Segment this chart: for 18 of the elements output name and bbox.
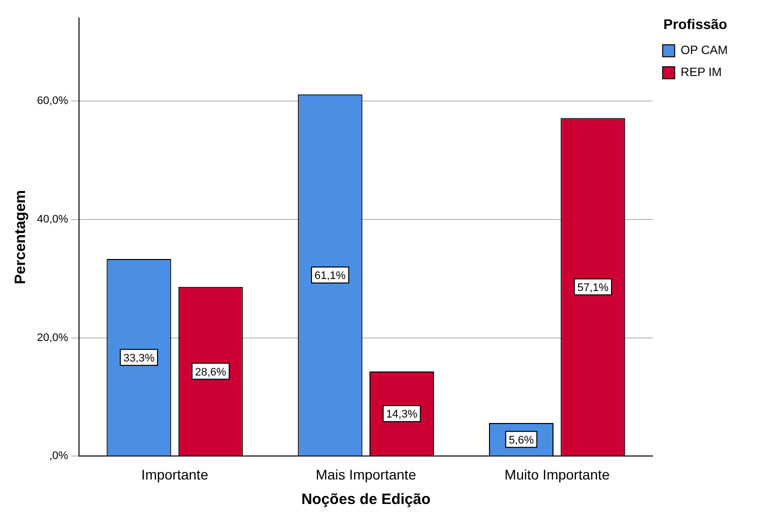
x-tick-label: Importante — [141, 466, 208, 482]
y-tick-label: ,0% — [49, 450, 68, 462]
data-label: 57,1% — [577, 282, 609, 294]
data-label: 14,3% — [386, 408, 418, 421]
y-tick-label: 60,0% — [36, 94, 68, 107]
x-tick-label: Mais Importante — [316, 466, 416, 482]
legend-title: Profissão — [663, 16, 728, 32]
data-label: 61,1% — [314, 270, 346, 282]
legend-label: REP IM — [680, 65, 722, 80]
data-label: 33,3% — [123, 352, 155, 364]
data-label: 28,6% — [195, 366, 226, 378]
legend-label: OP CAM — [680, 43, 728, 58]
y-axis-title: Percentagem — [12, 190, 30, 284]
y-tick-label: 20,0% — [36, 332, 68, 344]
x-tick-label: Muito Importante — [504, 466, 610, 482]
data-label: 5,6% — [508, 434, 534, 446]
y-tick-label: 40,0% — [36, 213, 68, 226]
x-axis-title: Noções de Edição — [301, 491, 431, 508]
